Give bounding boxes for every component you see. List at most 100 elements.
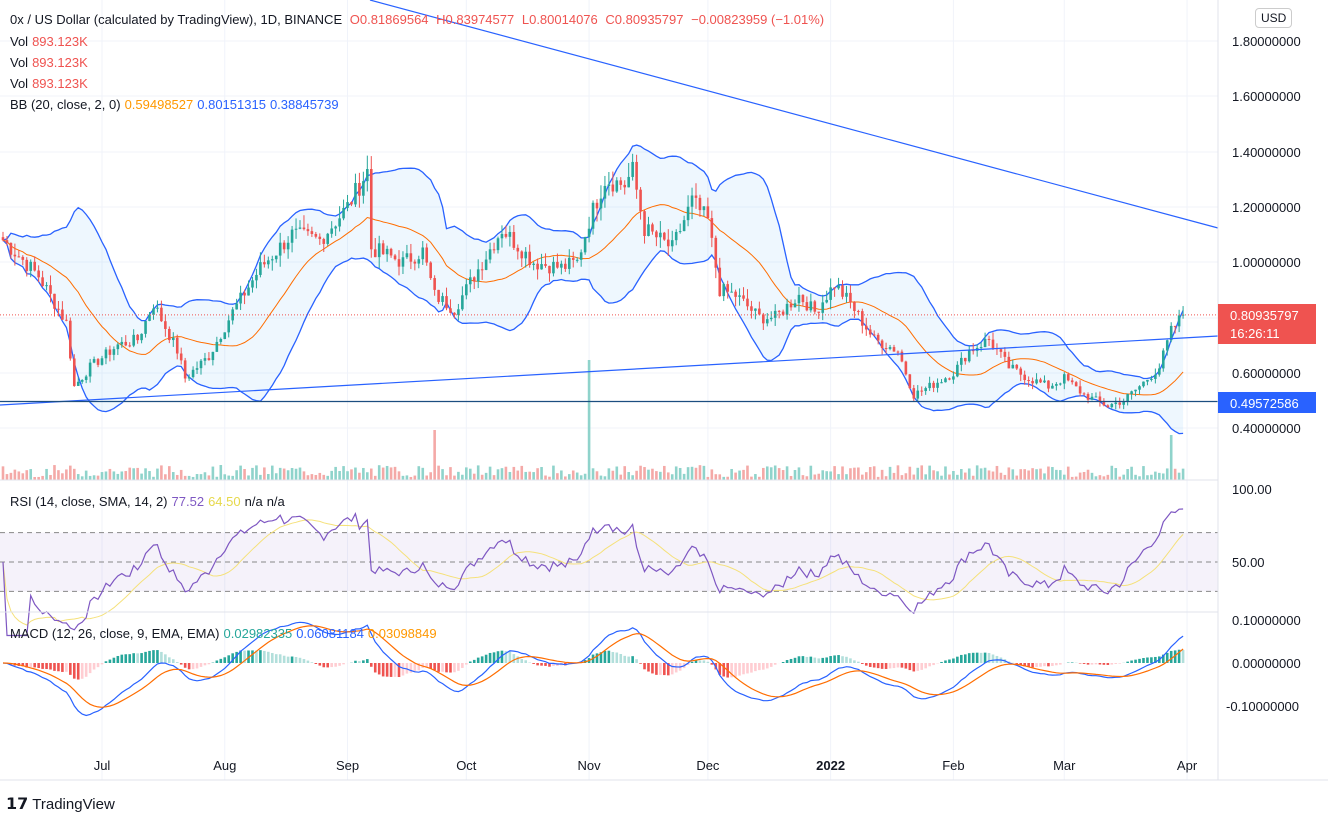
volume-bar <box>326 475 330 480</box>
volume-bar <box>429 472 432 480</box>
candle-body <box>318 236 322 240</box>
volume-bar <box>1150 474 1153 480</box>
macd-histogram-bar <box>453 663 456 673</box>
volume-bar <box>754 474 757 480</box>
macd-label[interactable]: MACD (12, 26, close, 9, EMA, EMA) <box>10 626 220 641</box>
volume-bar <box>397 471 401 480</box>
macd-histogram-bar <box>373 663 377 673</box>
candle-body <box>350 202 353 205</box>
macd-histogram-bar <box>80 663 84 679</box>
volume-bar <box>801 475 805 480</box>
candle-body <box>306 229 310 232</box>
volume-bar <box>619 474 623 480</box>
candle-body <box>500 233 504 239</box>
macd-histogram-bar <box>49 663 52 670</box>
candle-body <box>358 182 361 196</box>
macd-histogram-bar <box>769 663 773 667</box>
tradingview-logo[interactable]: 𝟭𝟳 TradingView <box>6 794 115 814</box>
vol-label: Vol <box>10 34 29 49</box>
candle-body <box>342 207 345 219</box>
volume-bar <box>516 470 520 480</box>
candle-body <box>857 311 860 313</box>
macd-histogram-bar <box>144 651 147 663</box>
candle-body <box>813 301 817 312</box>
macd-histogram-bar <box>758 663 761 671</box>
candle-body <box>647 224 650 237</box>
macd-histogram-bar <box>817 658 821 663</box>
candle-body <box>1098 396 1102 402</box>
time-tick: Sep <box>336 758 359 773</box>
candle-body <box>152 308 155 315</box>
volume-bar <box>773 465 777 480</box>
trendlines[interactable] <box>0 0 1219 406</box>
volume-bar <box>1122 474 1125 480</box>
volume-bar <box>310 474 314 480</box>
volume-bar <box>366 472 369 480</box>
price-tick: 1.80000000 <box>1232 34 1301 49</box>
symbol-title[interactable]: 0x / US Dollar (calculated by TradingVie… <box>10 12 343 27</box>
macd-histogram-bar <box>500 650 504 663</box>
macd-histogram-bar <box>179 663 183 665</box>
rsi-label[interactable]: RSI (14, close, SMA, 14, 2) <box>10 494 168 509</box>
macd-histogram-bar <box>841 656 844 663</box>
candle-body <box>25 259 29 271</box>
macd-histogram-bar <box>53 663 56 671</box>
volume-bar <box>1158 472 1161 480</box>
candle-body <box>433 278 436 290</box>
vol-label: Vol <box>10 76 29 91</box>
volume-bar <box>983 467 987 480</box>
volume-bar <box>9 472 13 480</box>
price-tick: 1.60000000 <box>1232 89 1301 104</box>
candle-body <box>53 293 56 309</box>
volume-bar <box>171 472 175 480</box>
candle-body <box>429 262 432 279</box>
candle-body <box>971 350 975 352</box>
volume-bar <box>1126 469 1129 480</box>
volume-bar <box>861 474 864 480</box>
volume-bar <box>793 470 797 480</box>
bb-label[interactable]: BB (20, close, 2, 0) <box>10 97 121 112</box>
macd-histogram-bar <box>1035 663 1038 667</box>
volume-bar <box>987 470 991 480</box>
macd-histogram-bar <box>1154 656 1157 663</box>
volume-bar <box>413 475 417 480</box>
candle-body <box>659 232 662 238</box>
macd-histogram-bar <box>294 656 298 663</box>
macd-histogram-bar <box>199 663 203 667</box>
candle-body <box>805 302 809 311</box>
candle-body <box>1110 404 1114 408</box>
volume-bar <box>528 471 531 480</box>
candle-body <box>932 382 935 388</box>
candle-body <box>243 292 246 296</box>
macd-histogram-bar <box>282 655 286 663</box>
macd-histogram-bar <box>1161 654 1165 663</box>
volume-bar <box>80 476 84 480</box>
volume-bar <box>1098 475 1102 480</box>
candle-body <box>797 294 801 304</box>
volume-bar <box>88 475 92 480</box>
macd-histogram-bar <box>861 663 864 664</box>
candle-body <box>108 349 112 355</box>
volume-bar <box>975 465 979 480</box>
volume-bar <box>1165 468 1169 480</box>
macd-histogram-bar <box>548 663 551 667</box>
macd-histogram-bar <box>1047 663 1050 667</box>
candle-body <box>742 295 745 299</box>
volume-bar <box>251 467 254 480</box>
volume-bar <box>128 467 132 480</box>
time-tick: Oct <box>456 758 477 773</box>
macd-histogram-bar <box>1169 650 1173 663</box>
volume-bar <box>322 474 326 480</box>
macd-histogram-bar <box>96 663 100 668</box>
candle-body <box>726 284 729 292</box>
candle-body <box>540 264 543 270</box>
macd-histogram-bar <box>718 663 722 675</box>
macd-histogram-bar <box>183 663 187 668</box>
candle-body <box>520 251 524 259</box>
volume-bar <box>1078 472 1082 480</box>
currency-button[interactable]: USD <box>1255 8 1293 28</box>
macd-histogram-bar <box>1015 663 1019 664</box>
volume-bar <box>354 467 357 480</box>
time-axis[interactable]: Jul Aug Sep Oct Nov Dec 2022 Feb Mar Apr <box>94 758 1198 773</box>
